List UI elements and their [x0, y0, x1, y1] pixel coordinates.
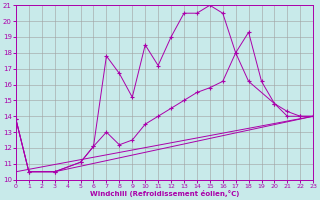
X-axis label: Windchill (Refroidissement éolien,°C): Windchill (Refroidissement éolien,°C) [90, 190, 239, 197]
